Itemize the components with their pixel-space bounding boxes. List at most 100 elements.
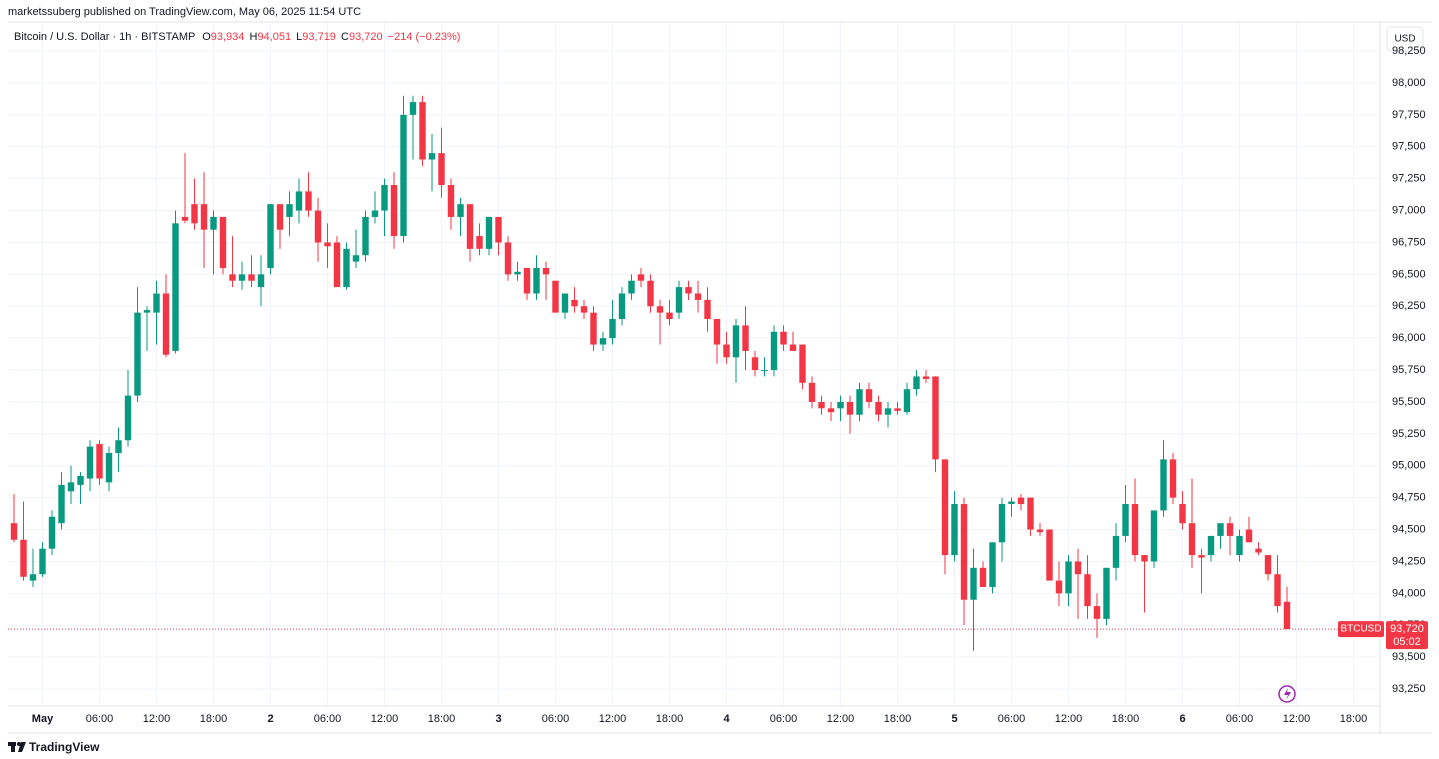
y-tick-label: 93,250 <box>1392 683 1426 695</box>
candle-body <box>1093 606 1101 619</box>
candle-body <box>1198 555 1205 558</box>
assistant-icon[interactable] <box>1278 685 1296 703</box>
candle-body <box>922 376 930 379</box>
candle-body <box>941 459 949 556</box>
candle-body <box>1055 580 1063 594</box>
candle-body <box>371 210 379 217</box>
candle-body <box>742 325 749 351</box>
candle-body <box>352 255 360 262</box>
y-tick-label: 97,250 <box>1392 173 1426 185</box>
candle-body <box>1255 548 1262 553</box>
x-tick-label: 12:00 <box>827 713 855 725</box>
x-tick-label: 2 <box>267 713 273 725</box>
y-tick-label: 95,750 <box>1392 364 1426 376</box>
candle-body <box>210 216 217 230</box>
candle-body <box>381 185 388 211</box>
currency-button[interactable] <box>1386 26 1424 52</box>
candle-body <box>105 452 113 483</box>
x-tick-label: 18:00 <box>428 713 456 725</box>
y-tick-label: 96,500 <box>1392 268 1426 280</box>
candle-body <box>124 395 132 441</box>
candle-body <box>1141 555 1148 562</box>
y-tick-label: 94,000 <box>1392 587 1426 599</box>
y-tick-label: 96,000 <box>1392 332 1426 344</box>
candle-body <box>1188 523 1196 556</box>
countdown-label: 05:02 <box>1393 636 1421 648</box>
x-tick-label: 6 <box>1179 713 1185 725</box>
candle-body <box>951 504 958 556</box>
ohlc-value: 93,719 <box>302 31 336 43</box>
candle-body <box>1207 535 1215 556</box>
y-tick-label: 95,000 <box>1392 460 1426 472</box>
candle-body <box>1103 567 1110 619</box>
candle-body <box>1217 523 1224 536</box>
candle-body <box>723 344 730 358</box>
x-tick-label: 06:00 <box>86 713 114 725</box>
x-tick-label: 18:00 <box>1112 713 1140 725</box>
candle-body <box>476 236 483 249</box>
x-tick-label: 3 <box>495 713 501 725</box>
logo-shape <box>18 742 26 752</box>
y-tick-label: 96,250 <box>1392 300 1426 312</box>
y-tick-label: 94,250 <box>1392 555 1426 567</box>
candle-body <box>400 114 407 237</box>
candle-body <box>48 516 56 549</box>
candle-body <box>552 280 559 313</box>
candle-body <box>799 344 806 383</box>
candle-body <box>1122 504 1129 536</box>
candle-body <box>466 204 474 249</box>
candle-body <box>884 408 892 415</box>
ohlc-key: L <box>296 31 302 43</box>
candle-body <box>1027 497 1034 530</box>
candle-body <box>457 204 464 217</box>
y-tick-label: 97,750 <box>1392 109 1426 121</box>
x-tick-label: 4 <box>723 713 730 725</box>
icon-shape[interactable] <box>1284 688 1291 700</box>
candle-body <box>789 344 797 351</box>
ohlc-key: H <box>249 31 257 43</box>
x-tick-label: 06:00 <box>770 713 798 725</box>
candle-body <box>143 310 151 313</box>
ohlc-value: 94,051 <box>257 31 291 43</box>
price-tag <box>1386 621 1428 650</box>
candle-body <box>1084 574 1091 607</box>
x-tick-label: 06:00 <box>314 713 342 725</box>
candle-body <box>409 102 417 115</box>
currency-label[interactable]: USD <box>1394 34 1415 45</box>
candle-body <box>533 267 540 294</box>
candle-body <box>637 274 645 281</box>
candle-body <box>295 191 303 211</box>
symbol-title: Bitcoin / U.S. Dollar · 1h · BITSTAMP <box>14 31 195 43</box>
candle-body <box>86 446 94 479</box>
candle-body <box>134 312 141 396</box>
candle-body <box>390 185 398 237</box>
y-tick-label: 97,500 <box>1392 141 1426 153</box>
candle-body <box>970 567 977 600</box>
candle-body <box>191 204 198 224</box>
candle-body <box>1169 459 1177 498</box>
candle-body <box>590 312 597 345</box>
candle-body <box>181 216 189 221</box>
candle-body <box>1112 535 1120 568</box>
candle-body <box>903 389 911 413</box>
candle-body <box>751 357 759 371</box>
candle-body <box>694 293 702 300</box>
candle-body <box>1074 561 1082 575</box>
icon-shape[interactable] <box>1278 685 1296 703</box>
x-tick-label: 18:00 <box>884 713 912 725</box>
candle-body <box>628 280 635 294</box>
candle-body <box>67 482 75 492</box>
candle-body <box>846 401 854 415</box>
x-tick-label: 18:00 <box>200 713 228 725</box>
x-tick-label: 18:00 <box>1340 713 1368 725</box>
candle-body <box>29 574 37 581</box>
candle-body <box>172 223 179 351</box>
candle-body <box>998 504 1006 543</box>
candle-body <box>666 312 673 320</box>
x-tick-label: 12:00 <box>599 713 627 725</box>
candle-body <box>229 274 236 281</box>
candle-body <box>732 325 740 358</box>
candle-body <box>276 204 284 230</box>
